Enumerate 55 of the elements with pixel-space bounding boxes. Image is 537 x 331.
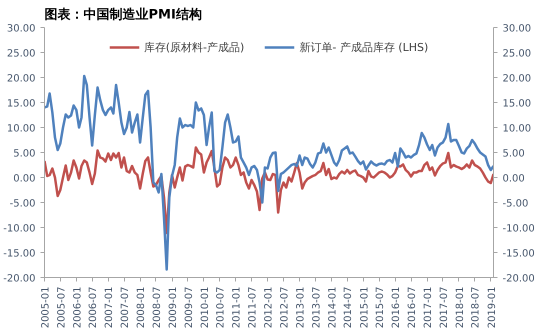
y-tick-label: -15.00 (3, 248, 36, 260)
y-tick-label: -20.00 (3, 274, 36, 284)
x-tick-label: 2012-01 (264, 286, 275, 328)
y2-tick-label: -20.00 (502, 274, 535, 284)
y2-tick-label: 25.00 (502, 48, 532, 60)
x-tick-label: 2012-07 (279, 286, 290, 328)
x-tick-label: 2011-01 (232, 286, 243, 328)
y2-tick-label: -15.00 (502, 248, 535, 260)
y-tick-label: 25.00 (6, 48, 36, 60)
x-tick-label: 2014-01 (327, 286, 338, 328)
y-tick-label: 30.00 (6, 24, 36, 34)
x-tick-label: 2008-07 (152, 286, 163, 328)
x-tick-label: 2015-01 (359, 286, 370, 328)
x-tick-label: 2006-01 (72, 286, 84, 328)
y2-tick-label: -5.00 (502, 198, 528, 210)
y2-tick-label: -10.00 (502, 224, 535, 234)
x-tick-label: 2013-07 (311, 286, 322, 328)
y-tick-label: 5.00 (13, 148, 36, 160)
x-tick-label: 2009-01 (168, 286, 180, 328)
x-tick-label: 2018-07 (470, 286, 482, 328)
chart-title: 图表：中国制造业PMI结构 (44, 8, 202, 22)
x-tick-label: 2013-01 (296, 286, 307, 328)
x-tick-label: 2015-07 (375, 286, 386, 328)
legend-label: 新订单- 产成品库存 (LHS) (299, 40, 428, 54)
line-series (44, 74, 494, 271)
x-tick-label: 2006-07 (88, 286, 100, 328)
x-tick-label: 2017-01 (423, 286, 434, 328)
x-tick-label: 2014-07 (343, 286, 354, 328)
x-tick-label: 2010-01 (200, 286, 211, 328)
x-tick-label: 2009-07 (184, 286, 195, 328)
x-tick-label: 2011-07 (248, 286, 259, 328)
x-tick-label: 2007-01 (104, 286, 116, 328)
y-tick-label: -5.00 (10, 198, 36, 210)
y-tick-label: -10.00 (3, 224, 36, 234)
x-tick-label: 2018-01 (454, 286, 466, 328)
y2-tick-label: 0.00 (502, 174, 525, 184)
x-tick-label: 2016-07 (407, 286, 418, 328)
y2-tick-label: 15.00 (502, 98, 532, 110)
y2-tick-label: 5.00 (502, 148, 525, 160)
y2-tick-label: 30.00 (502, 24, 532, 34)
y-tick-label: 0.00 (13, 174, 36, 184)
x-tick-label: 2007-07 (120, 286, 132, 328)
x-tick-label: 2005-01 (40, 286, 52, 328)
y-tick-label: 15.00 (6, 98, 36, 110)
y2-tick-label: 20.00 (502, 74, 532, 84)
x-tick-label: 2019-01 (486, 286, 498, 328)
x-tick-label: 2005-07 (56, 286, 68, 328)
y2-tick-label: 10.00 (502, 124, 532, 134)
x-tick-label: 2010-07 (216, 286, 227, 328)
y-tick-label: 10.00 (6, 124, 36, 134)
x-tick-label: 2008-01 (136, 286, 148, 328)
y-tick-label: 20.00 (6, 74, 36, 84)
x-tick-label: 2016-01 (391, 286, 402, 328)
x-tick-label: 2017-07 (438, 286, 450, 328)
legend-label: 库存(原材料-产成品) (144, 40, 244, 54)
